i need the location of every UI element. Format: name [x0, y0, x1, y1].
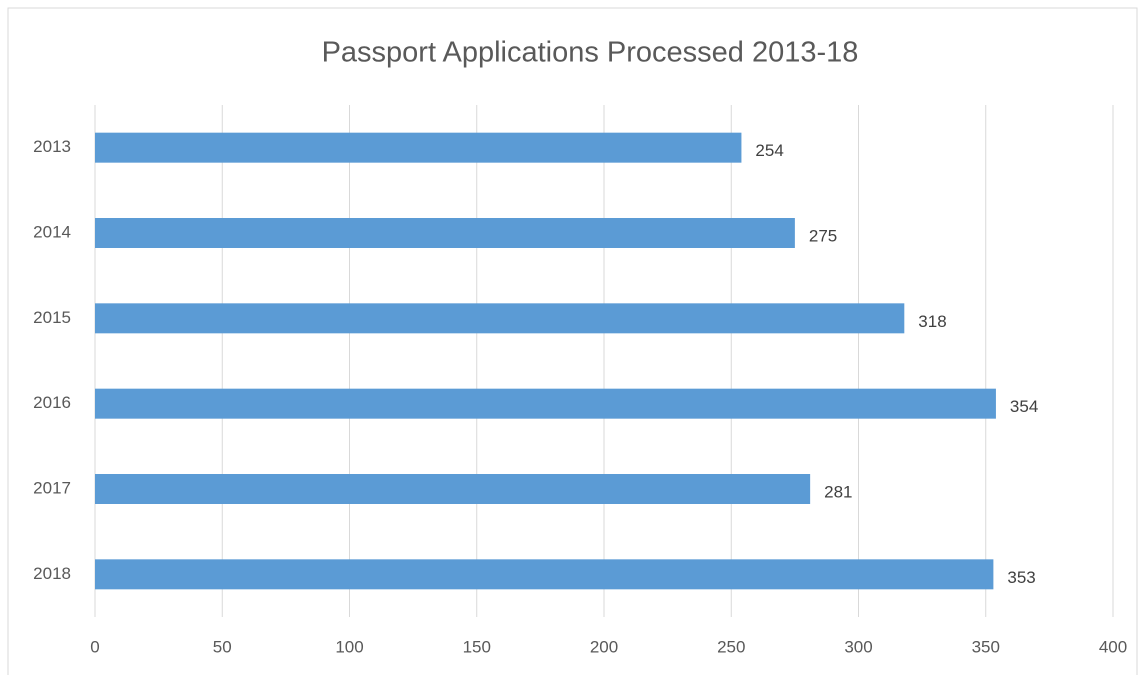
y-tick-label: 2013: [33, 137, 71, 156]
x-tick-label: 0: [90, 637, 99, 656]
data-label: 281: [824, 482, 852, 501]
bar: [95, 559, 994, 590]
y-tick-label: 2017: [33, 478, 71, 497]
x-tick-label: 350: [972, 637, 1000, 656]
data-label: 254: [755, 141, 783, 160]
x-tick-label: 400: [1099, 637, 1127, 656]
x-tick-label: 300: [844, 637, 872, 656]
y-tick-label: 2018: [33, 564, 71, 583]
x-tick-label: 200: [590, 637, 618, 656]
y-tick-label: 2016: [33, 393, 71, 412]
data-label: 353: [1007, 568, 1035, 587]
bar: [95, 303, 905, 334]
bar: [95, 388, 996, 419]
y-tick-label: 2015: [33, 308, 71, 327]
data-label: 275: [809, 226, 837, 245]
x-tick-label: 150: [463, 637, 491, 656]
x-tick-label: 250: [717, 637, 745, 656]
data-label: 354: [1010, 397, 1038, 416]
y-tick-label: 2014: [33, 222, 71, 241]
bar: [95, 218, 795, 248]
chart-title: Passport Applications Processed 2013-18: [322, 37, 859, 69]
x-tick-label: 100: [335, 637, 363, 656]
x-tick-label: 50: [213, 637, 232, 656]
bar: [95, 132, 742, 163]
bar: [95, 474, 811, 504]
data-label: 318: [918, 312, 946, 331]
